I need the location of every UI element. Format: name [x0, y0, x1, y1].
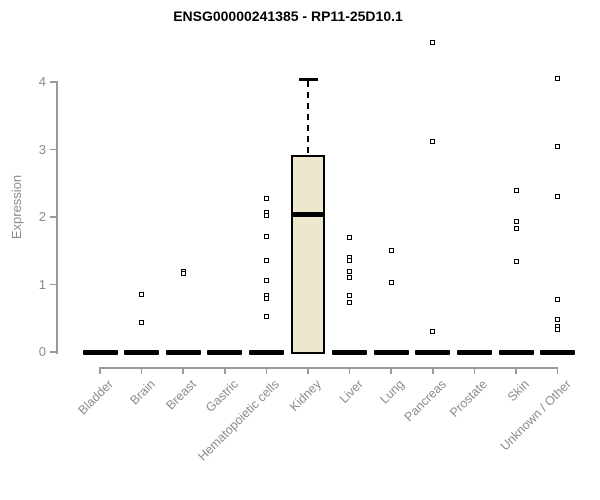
box [291, 154, 325, 354]
outlier-point [430, 138, 436, 144]
outlier-point [555, 143, 561, 149]
y-axis-tick [50, 148, 57, 151]
outlier-point [347, 258, 353, 264]
collapsed-box-median [248, 349, 284, 355]
collapsed-box-median [415, 349, 451, 355]
x-axis-tick [473, 367, 476, 374]
whisker-cap [298, 78, 318, 81]
x-axis-tick [99, 367, 101, 374]
x-axis-tick [224, 367, 226, 374]
y-axis-tick [50, 351, 57, 353]
outlier-point [347, 293, 353, 299]
collapsed-box-median [124, 349, 160, 355]
x-axis-line [99, 367, 559, 369]
collapsed-box-median [373, 349, 409, 355]
outlier-point [513, 188, 519, 194]
outlier-point [263, 234, 269, 240]
collapsed-box-median [456, 349, 492, 355]
y-axis-tick [50, 216, 57, 218]
outlier-point [263, 196, 269, 202]
outlier-point [263, 296, 269, 302]
y-tick-label: 4 [38, 74, 46, 89]
outlier-point [139, 292, 145, 298]
x-axis-tick [390, 367, 392, 374]
outlier-point [555, 296, 561, 302]
collapsed-box-median [82, 349, 118, 355]
y-tick-label: 1 [38, 276, 46, 292]
x-axis-tick [307, 367, 309, 374]
median-line [291, 212, 325, 218]
y-tick-label: 0 [38, 344, 46, 359]
outlier-point [555, 76, 561, 82]
y-axis-tick [50, 81, 57, 83]
whisker-upper [307, 81, 309, 155]
outlier-point [555, 326, 561, 332]
x-axis-tick [265, 367, 268, 374]
y-tick-label: 2 [38, 209, 46, 224]
x-axis-tick [140, 367, 143, 374]
outlier-point [555, 317, 561, 323]
outlier-point [263, 213, 269, 219]
outlier-point [430, 39, 436, 45]
outlier-point [388, 248, 394, 254]
outlier-point [513, 225, 519, 231]
y-tick-label: 3 [38, 141, 46, 157]
x-axis-tick [182, 367, 184, 374]
outlier-point [180, 271, 186, 277]
outlier-point [263, 277, 269, 283]
collapsed-box-median [498, 349, 534, 355]
outlier-point [263, 314, 269, 320]
x-axis-tick [348, 367, 351, 374]
outlier-point [513, 259, 519, 265]
outlier-point [347, 235, 353, 241]
x-axis-tick [556, 367, 559, 374]
outlier-point [347, 300, 353, 306]
outlier-point [347, 274, 353, 280]
outlier-point [430, 328, 436, 334]
collapsed-box-median [207, 349, 243, 355]
x-axis-tick [515, 367, 517, 374]
collapsed-box-median [165, 349, 201, 355]
outlier-point [139, 320, 145, 326]
outlier-point [388, 279, 394, 285]
outlier-point [555, 193, 561, 199]
chart-title: ENSG00000241385 - RP11-25D10.1 [173, 8, 403, 24]
collapsed-box-median [332, 349, 368, 355]
outlier-point [513, 218, 519, 224]
y-axis-tick [50, 283, 57, 286]
outlier-point [347, 269, 353, 275]
outlier-point [263, 257, 269, 263]
collapsed-box-median [540, 349, 576, 355]
x-axis-tick [432, 367, 434, 374]
